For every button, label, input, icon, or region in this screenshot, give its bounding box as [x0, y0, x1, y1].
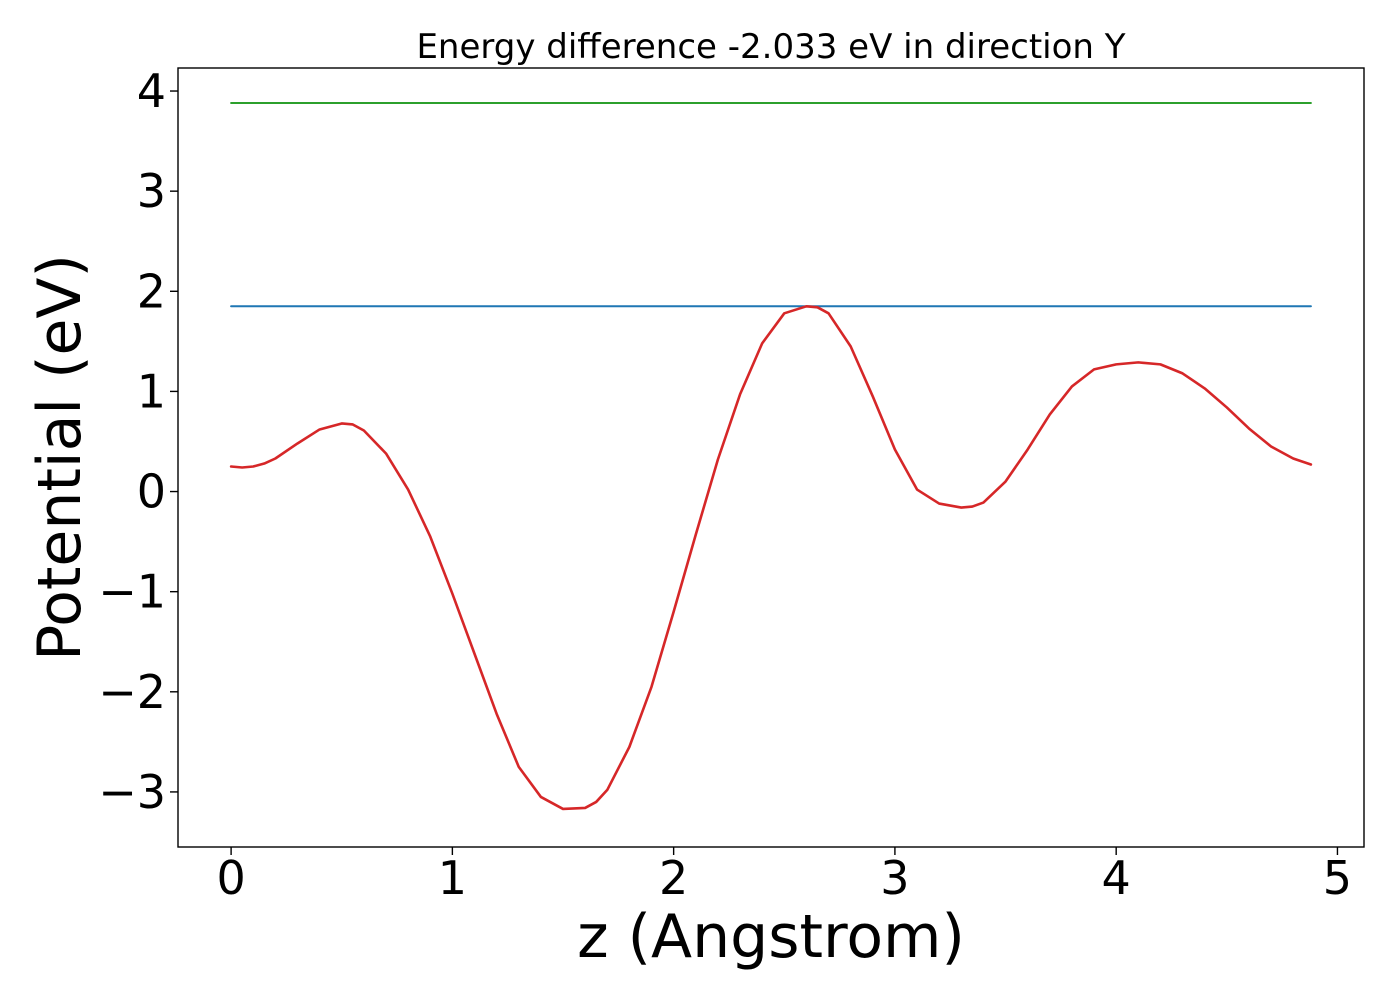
y-tick-label: 3 — [137, 164, 166, 218]
y-tick-label: 0 — [137, 465, 166, 519]
axes-frame — [178, 68, 1364, 847]
x-tick-label: 1 — [438, 851, 467, 905]
series-layer — [231, 103, 1311, 809]
y-tick-label: −2 — [98, 665, 166, 719]
x-axis: 0 1 2 3 4 5 — [216, 847, 1352, 905]
chart-title: Energy difference -2.033 eV in direction… — [416, 27, 1125, 67]
x-axis-label: z (Angstrom) — [577, 902, 965, 972]
x-tick-label: 5 — [1323, 851, 1352, 905]
x-tick-label: 0 — [216, 851, 245, 905]
x-tick-label: 2 — [659, 851, 688, 905]
y-tick-label: 2 — [137, 264, 166, 318]
x-tick-label: 3 — [880, 851, 909, 905]
y-tick-label: 4 — [137, 64, 166, 118]
y-tick-label: 1 — [137, 364, 166, 418]
y-axis: −3 −2 −1 0 1 2 3 4 — [98, 64, 178, 819]
y-tick-label: −1 — [98, 565, 166, 619]
x-tick-label: 4 — [1102, 851, 1131, 905]
series-line-3 — [231, 306, 1311, 809]
y-tick-label: −3 — [98, 765, 166, 819]
y-axis-label: Potential (eV) — [25, 254, 95, 661]
